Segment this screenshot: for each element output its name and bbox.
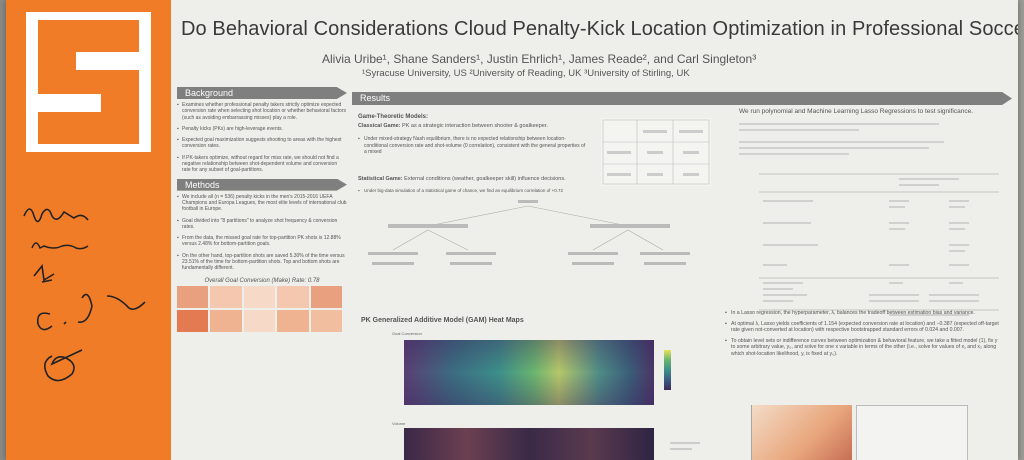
list-item: In a Lasso regression, the hyperparamete… — [725, 310, 1000, 317]
methods-bullets: We include all (n = 536) penalty kicks i… — [177, 194, 347, 272]
block-s-icon — [38, 20, 139, 144]
heatmap-colorbar — [664, 350, 671, 390]
classical-game-line: Classical Game: PK as a strategic intera… — [358, 123, 698, 130]
gam-heatmap-title: PK Generalized Additive Model (GAM) Heat… — [361, 317, 524, 324]
model-equations — [739, 123, 944, 155]
volume-legend — [670, 442, 700, 450]
list-item: Examines whether professional penalty ta… — [177, 102, 347, 121]
lasso-bullets: In a Lasso regression, the hyperparamete… — [725, 310, 1000, 361]
list-item: Goal divided into "8 partitions" to anal… — [177, 218, 347, 231]
game-theoretic-heading: Game-Theoretic Models: — [358, 114, 429, 120]
poster-title: Do Behavioral Considerations Cloud Penal… — [181, 18, 1018, 40]
poster-affiliations: ¹Syracuse University, US ²University of … — [362, 68, 690, 79]
goal-conversion-heatgrid — [177, 285, 342, 332]
regression-intro: We run polynomial and Machine Learning L… — [739, 108, 974, 115]
list-item: We include all (n = 536) penalty kicks i… — [177, 194, 347, 213]
handwritten-signatures — [23, 208, 146, 382]
goal-conversion-label: Goal Conversion — [392, 331, 422, 336]
heat-cell — [310, 285, 342, 308]
background-heading: Background — [177, 87, 347, 99]
level-set-chart-secondary — [856, 405, 968, 460]
heat-cell — [243, 309, 276, 332]
results-right-column: We run polynomial and Machine Learning L… — [725, 108, 1004, 357]
classical-game-text: PK as a strategic interaction between sh… — [402, 123, 548, 129]
statistical-game-bullet: Under big-data simulation of a statistic… — [358, 188, 698, 195]
list-item: Expected goal maximization suggests shoo… — [177, 137, 347, 150]
list-item: To obtain level sets or indifference cur… — [725, 338, 1000, 358]
statistical-game-label: Statistical Game: — [358, 175, 403, 182]
heat-cell — [277, 309, 309, 332]
heat-cell — [177, 285, 209, 308]
list-item: At optimal λ, Lasso yields coefficients … — [725, 321, 1000, 334]
goal-conversion-heatmap — [404, 340, 654, 405]
syracuse-logo — [26, 12, 151, 152]
orange-sidebar — [6, 0, 171, 460]
level-set-chart — [751, 405, 852, 460]
volume-heatmap — [404, 428, 654, 460]
statistical-game-text: External conditions (weather, goalkeeper… — [404, 175, 566, 182]
methods-heading: Methods — [177, 178, 347, 191]
results-middle-column: Game-Theoretic Models: Classical Game: P… — [358, 110, 698, 283]
heat-cell — [310, 309, 342, 332]
volume-label: Volume — [392, 421, 406, 426]
poster-authors: Alivia Uribe¹, Shane Sanders¹, Justin Eh… — [322, 52, 757, 66]
left-column: Background Examines whether professional… — [177, 87, 347, 332]
background-bullets: Examines whether professional penalty ta… — [177, 102, 347, 174]
heat-cell — [277, 285, 309, 308]
statistical-game-line: Statistical Game: External conditions (w… — [358, 176, 698, 183]
heat-cell — [210, 309, 242, 332]
heat-cell — [177, 309, 209, 332]
heat-cell — [210, 285, 242, 308]
classical-game-bullet: Under mixed-strategy Nash equilibrium, t… — [358, 136, 589, 156]
list-item: Penalty kicks (PKs) are high-leverage ev… — [177, 126, 347, 133]
research-poster: Do Behavioral Considerations Cloud Penal… — [6, 0, 1018, 460]
results-heading: Results — [352, 92, 1012, 105]
conversion-chart-title: Overall Goal Conversion (Make) Rate: 0.7… — [204, 277, 320, 284]
regression-table — [759, 173, 999, 316]
list-item: From the data, the missed goal rate for … — [177, 235, 347, 248]
list-item: If PK-takers optimize, without regard fo… — [177, 155, 347, 174]
classical-game-label: Classical Game: — [358, 123, 401, 129]
payoff-matrix — [601, 118, 711, 186]
list-item: On the other hand, top-partition shots a… — [177, 253, 347, 272]
game-tree-diagram — [368, 200, 690, 265]
heat-cell — [243, 285, 276, 308]
